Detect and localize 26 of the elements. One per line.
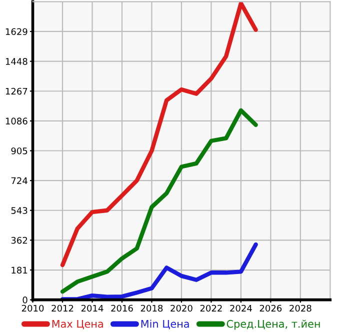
y-tick-label: 362 bbox=[11, 236, 28, 244]
legend-label: Max Цена bbox=[52, 320, 103, 330]
y-tick-label: 724 bbox=[11, 177, 28, 184]
line-series bbox=[60, 2, 258, 268]
x-tick-label: 2022 bbox=[200, 304, 222, 312]
line-series bbox=[60, 108, 258, 294]
y-tick-label: 0 bbox=[22, 296, 28, 304]
x-tick-label: 2014 bbox=[81, 304, 104, 312]
y-tick-label: 181 bbox=[12, 266, 28, 274]
x-tick-label: 2024 bbox=[230, 304, 252, 312]
legend-label: Сред.Цена, т.йен bbox=[226, 320, 320, 330]
x-tick-label: 2028 bbox=[290, 304, 312, 312]
x-tick-label: 2020 bbox=[170, 304, 192, 312]
x-tick-label: 2026 bbox=[260, 304, 282, 312]
y-tick-label: 1086 bbox=[6, 118, 28, 124]
line-series bbox=[60, 242, 258, 300]
x-tick-label: 2016 bbox=[111, 304, 133, 312]
y-tick-label: 1629 bbox=[6, 28, 28, 36]
x-tick-label: 2018 bbox=[140, 304, 163, 312]
legend-label: Min Цена bbox=[141, 320, 189, 330]
y-tick-label: 1267 bbox=[6, 88, 28, 95]
x-tick-label: 2012 bbox=[52, 304, 74, 312]
y-tick-label: 543 bbox=[11, 207, 28, 214]
y-tick-label: 1448 bbox=[6, 58, 28, 65]
x-tick-label: 2010 bbox=[22, 304, 44, 312]
y-tick-label: 905 bbox=[11, 147, 28, 154]
